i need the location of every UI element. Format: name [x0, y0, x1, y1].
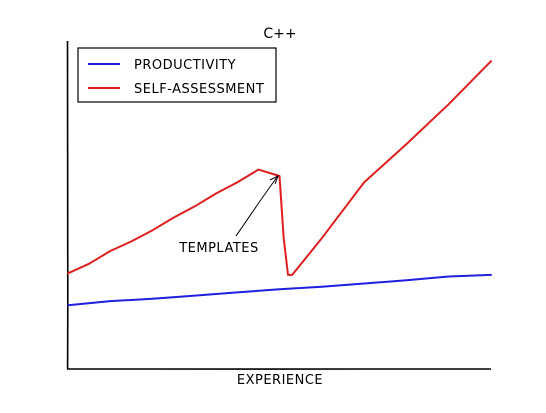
- legend-label-productivity: PRODUCTIVITY: [134, 58, 236, 73]
- legend: PRODUCTIVITY SELF-ASSESSMENT: [78, 48, 276, 102]
- chart-title: C++: [263, 26, 296, 42]
- annotation-arrow: [236, 176, 278, 236]
- series-line-productivity: [68, 275, 491, 305]
- x-axis-label: EXPERIENCE: [237, 373, 323, 388]
- legend-label-self-assessment: SELF-ASSESSMENT: [134, 82, 264, 97]
- annotation-templates-label: TEMPLATES: [178, 241, 259, 256]
